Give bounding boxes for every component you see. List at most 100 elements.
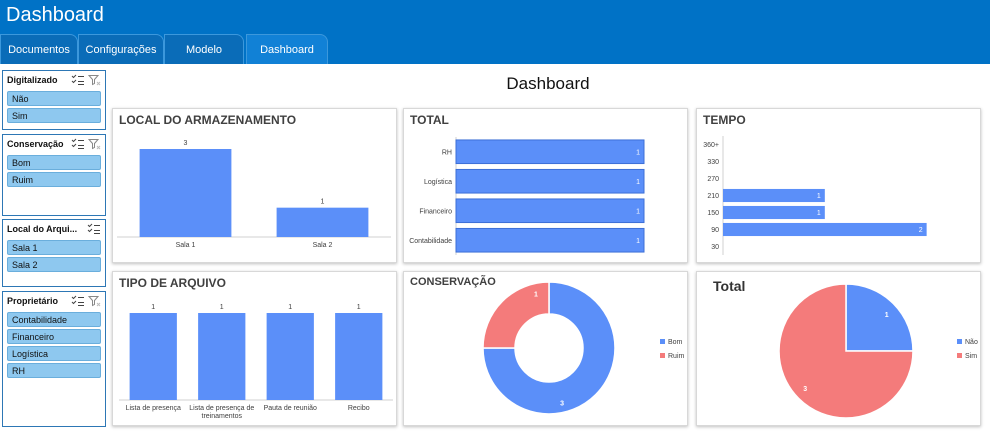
chart-tempo-svg: 360+ 330 270 210 1 150 1 90 2 30 xyxy=(703,136,927,255)
chart-title: CONSERVAÇÃO xyxy=(410,276,496,288)
tab-label: Configurações xyxy=(85,43,157,56)
bar[interactable] xyxy=(455,227,645,253)
multi-select-icon[interactable] xyxy=(71,138,85,150)
dashboard-title: Dashboard xyxy=(506,74,590,93)
data-label: 1 xyxy=(636,149,640,156)
pie-slice[interactable] xyxy=(845,283,914,352)
tab-label: Dashboard xyxy=(260,43,314,56)
y-tick-label: Contabilidade xyxy=(409,238,452,245)
y-tick-label: Financeiro xyxy=(419,208,452,215)
data-label: 2 xyxy=(919,227,923,234)
chart-local-armazenamento[interactable]: 3 Sala 1 1 Sala 2 LOCAL DO ARMAZENAMENTO xyxy=(112,108,397,263)
bar[interactable] xyxy=(723,222,927,237)
slicer-item-sala-2[interactable]: Sala 2 xyxy=(7,257,101,272)
bar[interactable] xyxy=(139,149,232,237)
chart-title: LOCAL DO ARMAZENAMENTO xyxy=(119,113,297,127)
slicer-item-financeiro[interactable]: Financeiro xyxy=(7,329,101,344)
chart-tipo-arquivo[interactable]: 1 Lista de presença 1 Lista de presença de t… xyxy=(112,271,397,426)
legend-swatch xyxy=(957,353,962,358)
data-label: 1 xyxy=(636,238,640,245)
tab-dashboard[interactable]: Dashboard xyxy=(246,34,328,64)
chart-title: Total xyxy=(713,278,746,294)
data-label: 1 xyxy=(817,193,821,200)
clear-filter-icon[interactable] xyxy=(87,295,101,307)
bar[interactable] xyxy=(455,198,645,224)
x-tick-label: Sala 1 xyxy=(176,242,196,249)
y-tick-label: 210 xyxy=(707,193,719,200)
chart-total-pie-svg: 1 3 Não Sim xyxy=(778,283,978,419)
bar[interactable] xyxy=(198,313,246,400)
legend-label: Bom xyxy=(668,339,683,346)
chart-tempo[interactable]: 360+ 330 270 210 1 150 1 90 2 30 TEMPO xyxy=(696,108,981,263)
chart-total-pie[interactable]: 1 3 Não Sim Total xyxy=(696,271,981,426)
slicer-title: Digitalizado xyxy=(7,75,58,85)
slicer-item-logistica[interactable]: Logística xyxy=(7,346,101,361)
sheet-tab-bar: Documentos Configurações Modelo Dashboar… xyxy=(0,34,990,64)
slicer-header: Proprietário xyxy=(3,292,105,310)
pie-slice[interactable] xyxy=(482,281,616,415)
slicer-digitalizado: Digitalizado Não Sim xyxy=(2,70,106,130)
legend-swatch xyxy=(660,339,665,344)
y-tick-label: 90 xyxy=(711,227,719,234)
y-tick-label: 30 xyxy=(711,244,719,251)
data-label: 1 xyxy=(151,304,155,311)
y-tick-label: 330 xyxy=(707,159,719,166)
chart-tipo-svg: 1 Lista de presença 1 Lista de presença det… xyxy=(119,304,393,420)
clear-filter-icon[interactable] xyxy=(87,138,101,150)
y-tick-label: 360+ xyxy=(703,142,719,149)
chart-local-svg: 3 Sala 1 1 Sala 2 xyxy=(117,140,391,249)
slicer-proprietario: Proprietário Contabilidade Financeiro Lo… xyxy=(2,291,106,427)
data-label: 1 xyxy=(817,210,821,217)
data-label: 1 xyxy=(357,304,361,311)
bar[interactable] xyxy=(266,313,314,400)
slicer-header: Local do Arqui... xyxy=(3,220,105,238)
slicer-title: Local do Arqui... xyxy=(7,224,78,234)
legend-swatch xyxy=(957,339,962,344)
tab-modelo[interactable]: Modelo xyxy=(164,34,244,64)
y-tick-label: RH xyxy=(442,149,452,156)
multi-select-icon[interactable] xyxy=(87,223,101,235)
y-tick-label: 270 xyxy=(707,176,719,183)
pie-slice[interactable] xyxy=(482,281,550,349)
bar[interactable] xyxy=(455,139,645,165)
slicer-item-rh[interactable]: RH xyxy=(7,363,101,378)
bar[interactable] xyxy=(723,188,825,203)
slicer-item-nao[interactable]: Não xyxy=(7,91,101,106)
data-label: 1 xyxy=(288,304,292,311)
tab-configuracoes[interactable]: Configurações xyxy=(78,34,164,64)
chart-conservacao-svg: 3 1 Bom Ruim xyxy=(482,281,685,415)
chart-conservacao[interactable]: 3 1 Bom Ruim CONSERVAÇÃO xyxy=(403,271,688,426)
data-label: 3 xyxy=(184,140,188,147)
bar[interactable] xyxy=(335,313,383,400)
slicer-item-sim[interactable]: Sim xyxy=(7,108,101,123)
slicer-item-contabilidade[interactable]: Contabilidade xyxy=(7,312,101,327)
clear-filter-icon[interactable] xyxy=(87,74,101,86)
slicer-item-ruim[interactable]: Ruim xyxy=(7,172,101,187)
legend-label: Sim xyxy=(965,353,977,360)
multi-select-icon[interactable] xyxy=(71,74,85,86)
tab-documentos[interactable]: Documentos xyxy=(0,34,78,64)
bar[interactable] xyxy=(276,207,369,237)
app-title-bar: Dashboard xyxy=(0,0,990,34)
data-label: 1 xyxy=(636,208,640,215)
legend-label: Ruim xyxy=(668,353,685,360)
data-label: 3 xyxy=(560,400,564,407)
chart-total-bar[interactable]: RH 1 Logística 1 Financeiro 1 Contabilidade 1 T… xyxy=(403,108,688,263)
tab-label: Documentos xyxy=(8,43,70,56)
slicer-item-sala-1[interactable]: Sala 1 xyxy=(7,240,101,255)
bar[interactable] xyxy=(455,168,645,194)
data-label: 1 xyxy=(636,179,640,186)
pie-slice[interactable] xyxy=(778,283,914,419)
data-label: 1 xyxy=(885,312,889,319)
x-tick-label: Lista de presença xyxy=(126,405,181,412)
x-tick-label: Recibo xyxy=(348,405,370,412)
slicer-title: Proprietário xyxy=(7,296,59,306)
x-tick-label: Pauta de reunião xyxy=(264,405,317,412)
bar[interactable] xyxy=(129,313,177,400)
chart-title: TOTAL xyxy=(410,113,449,127)
y-tick-label: Logística xyxy=(424,179,452,186)
bar[interactable] xyxy=(723,205,825,220)
slicer-item-bom[interactable]: Bom xyxy=(7,155,101,170)
x-tick-label: Lista de presença de xyxy=(189,405,254,412)
multi-select-icon[interactable] xyxy=(71,295,85,307)
